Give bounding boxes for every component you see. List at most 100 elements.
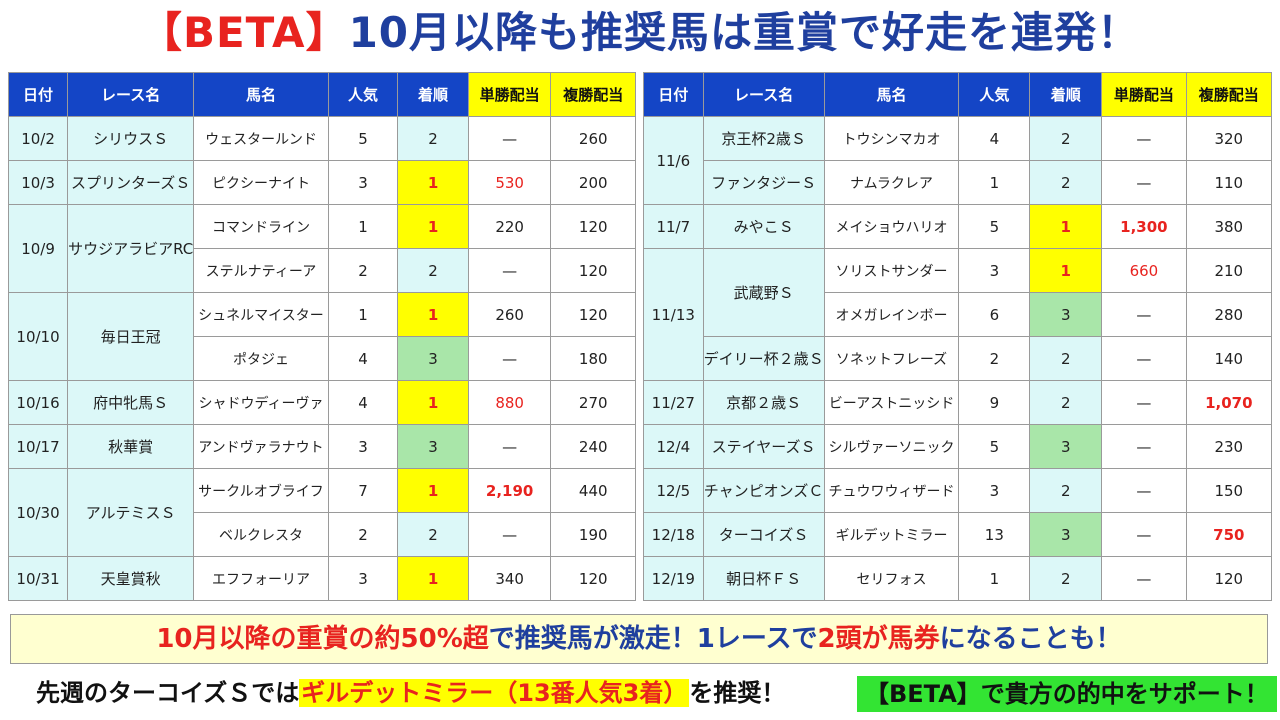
popularity-cell: 13 [958,512,1031,557]
finish-cell: 3 [1029,292,1103,337]
race-cell: 朝日杯ＦＳ [702,556,825,601]
date-cell: 10/10 [7,292,69,381]
banner-text-2: で推奨馬が激走！1レースで [488,624,818,654]
table-row: オメガレインボー 6 3 — 280 [644,292,1273,337]
date-cell: 12/5 [643,468,704,513]
header-race: レース名 [67,72,195,117]
place-payout-cell: 180 [550,336,636,381]
horse-cell: シャドウディーヴァ [193,380,329,425]
horse-cell: オメガレインボー [823,292,960,337]
results-table-right: 日付 レース名 馬名 人気 着順 単勝配当 複勝配当 11/6 京王杯2歳Ｓ ト… [643,72,1273,601]
date-cell: 11/27 [643,380,704,425]
date-cell: 10/16 [7,380,69,425]
horse-cell: ピクシーナイト [193,160,329,205]
win-payout-cell: — [467,512,552,557]
finish-cell: 2 [1029,556,1103,601]
race-cell: デイリー杯２歳Ｓ [702,336,825,381]
popularity-cell: 3 [327,424,399,469]
date-cell: 12/18 [643,512,704,557]
header-popularity: 人気 [327,72,399,117]
race-cell: 天皇賞秋 [67,556,195,601]
finish-cell: 2 [1029,468,1103,513]
popularity-cell: 3 [327,160,399,205]
table-row: 10/16 府中牝馬Ｓ シャドウディーヴァ 4 1 880 270 [7,380,636,425]
win-payout-cell: — [467,248,552,293]
finish-cell: 1 [397,292,469,337]
horse-cell: ソリストサンダー [823,248,960,293]
table-row: ポタジェ 4 3 — 180 [9,336,636,381]
race-cell: 武蔵野Ｓ [702,248,825,337]
place-payout-cell: 280 [1185,292,1273,337]
place-payout-cell: 240 [550,424,636,469]
banner-text-3: 2頭が馬券 [817,624,940,654]
horse-cell: ソネットフレーズ [823,336,960,381]
win-payout-cell: — [1101,292,1187,337]
popularity-cell: 4 [958,116,1031,161]
win-payout-cell: — [1101,556,1187,601]
table-row: 10/9 サウジアラビアRC コマンドライン 1 1 220 120 [7,204,636,293]
header-horse: 馬名 [823,72,960,117]
win-payout-cell: 2,190 [467,468,552,513]
place-payout-cell: 200 [550,160,636,205]
table-row: 10/17 秋華賞 アンドヴァラナウト 3 3 — 240 [7,424,636,469]
win-payout-cell: — [467,116,552,161]
results-table-left: 日付 レース名 馬名 人気 着順 単勝配当 複勝配当 10/2 シリウスＳ ウェ… [7,72,636,601]
horse-cell: サークルオブライフ [193,468,329,513]
win-payout-cell: — [1101,512,1187,557]
table-row: デイリー杯２歳Ｓ ソネットフレーズ 2 2 — 140 [644,336,1273,381]
race-cell: ターコイズＳ [702,512,825,557]
place-payout-cell: 230 [1185,424,1273,469]
table-row: 10/30 アルテミスＳ サークルオブライフ 7 1 2,190 440 [7,468,636,557]
footer-support-badge: 【BETA】で貴方の的中をサポート！ [857,676,1277,712]
popularity-cell: 3 [958,248,1031,293]
header-popularity: 人気 [958,72,1031,117]
date-cell: 11/6 [643,116,704,205]
finish-cell: 1 [397,204,469,249]
popularity-cell: 4 [327,336,399,381]
horse-cell: トウシンマカオ [823,116,960,161]
table-row: ステルナティーア 2 2 — 120 [9,248,636,293]
header-date: 日付 [643,72,704,117]
race-cell: 京都２歳Ｓ [702,380,825,425]
table-row: 11/6 京王杯2歳Ｓ トウシンマカオ 4 2 — 320 [643,116,1273,205]
table-row: ファンタジーＳ ナムラクレア 1 2 — 110 [644,160,1273,205]
finish-cell: 1 [1029,248,1103,293]
page-title: 【BETA】10月以降も推奨馬は重賞で好走を連発！ [0,4,1280,62]
header-finish: 着順 [397,72,469,117]
horse-cell: ベルクレスタ [193,512,329,557]
popularity-cell: 4 [327,380,399,425]
table-row: 12/19 朝日杯ＦＳ セリフォス 1 2 — 120 [643,556,1273,601]
place-payout-cell: 260 [550,116,636,161]
race-cell: サウジアラビアRC [67,204,195,293]
finish-cell: 2 [1029,336,1103,381]
table-row: 10/3 スプリンターズＳ ピクシーナイト 3 1 530 200 [7,160,636,205]
horse-cell: ウェスタールンド [193,116,329,161]
win-payout-cell: — [467,336,552,381]
finish-cell: 2 [397,248,469,293]
horse-cell: セリフォス [823,556,960,601]
table-row: 11/7 みやこＳ メイショウハリオ 5 1 1,300 380 [643,204,1273,249]
date-cell: 10/31 [7,556,69,601]
table-header-row: 日付 レース名 馬名 人気 着順 単勝配当 複勝配当 [643,72,1273,117]
finish-cell: 2 [1029,160,1103,205]
popularity-cell: 1 [958,556,1031,601]
banner-text-4: になることも！ [939,624,1122,654]
horse-cell: アンドヴァラナウト [193,424,329,469]
race-cell: スプリンターズＳ [67,160,195,205]
place-payout-cell: 120 [550,204,636,249]
table-row: ベルクレスタ 2 2 — 190 [9,512,636,557]
finish-cell: 1 [1029,204,1103,249]
popularity-cell: 6 [958,292,1031,337]
horse-cell: エフフォーリア [193,556,329,601]
date-cell: 10/9 [7,204,69,293]
popularity-cell: 7 [327,468,399,513]
win-payout-cell: 260 [467,292,552,337]
popularity-cell: 3 [958,468,1031,513]
place-payout-cell: 1,070 [1185,380,1273,425]
date-cell: 11/13 [643,248,704,381]
race-cell: 京王杯2歳Ｓ [702,116,825,161]
win-payout-cell: — [1101,424,1187,469]
popularity-cell: 5 [958,424,1031,469]
horse-cell: ナムラクレア [823,160,960,205]
footer-text-1: 先週のターコイズＳでは [36,679,300,707]
